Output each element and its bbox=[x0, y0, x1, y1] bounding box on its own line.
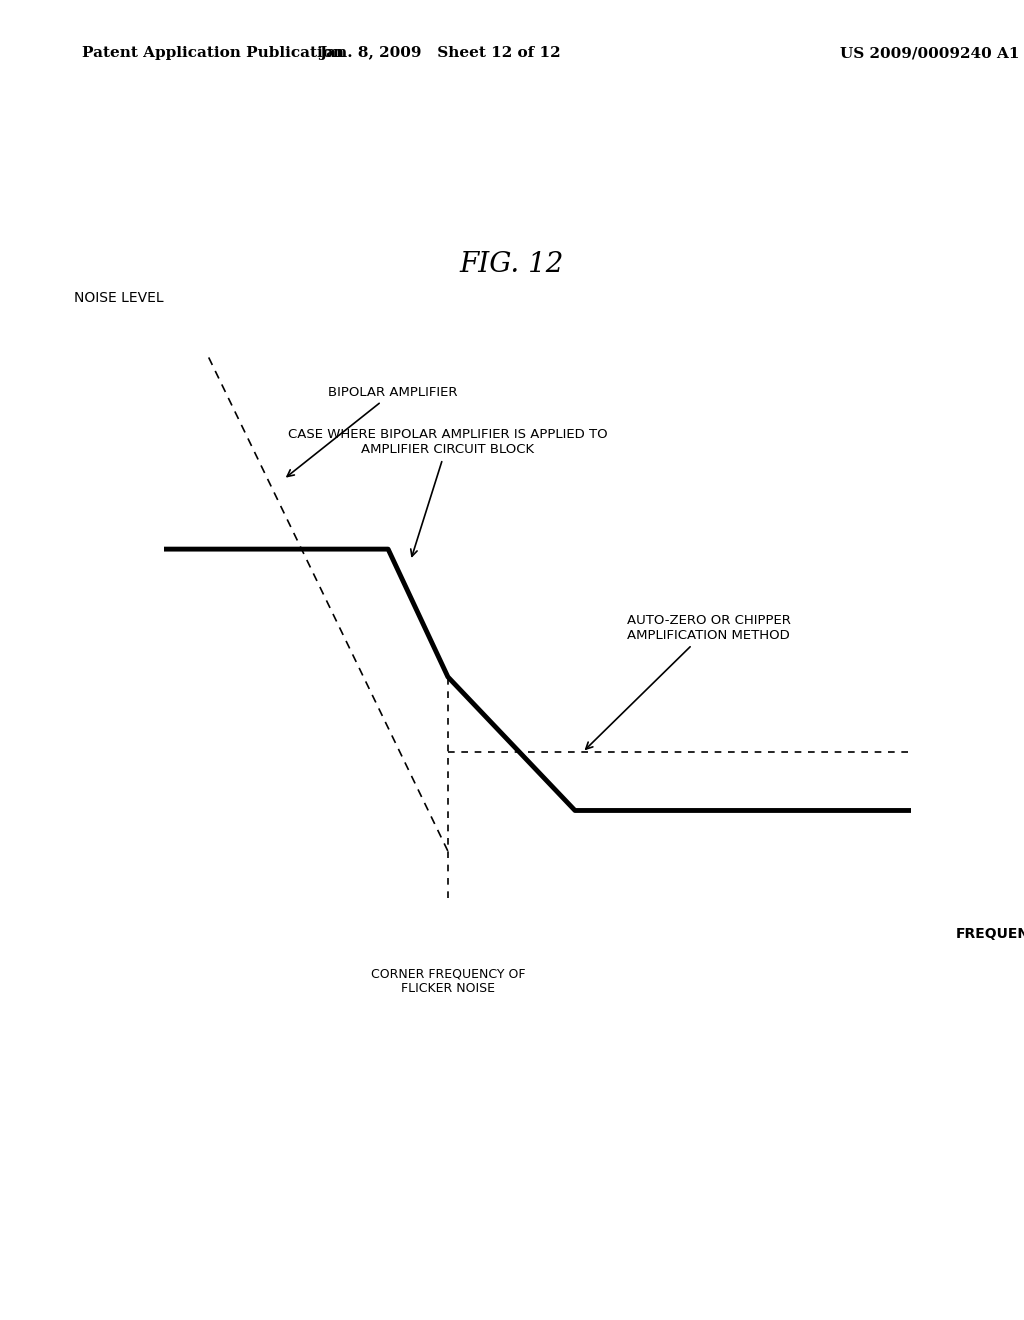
Text: BIPOLAR AMPLIFIER: BIPOLAR AMPLIFIER bbox=[287, 385, 458, 477]
Text: AUTO-ZERO OR CHIPPER
AMPLIFICATION METHOD: AUTO-ZERO OR CHIPPER AMPLIFICATION METHO… bbox=[586, 614, 792, 750]
Text: US 2009/0009240 A1: US 2009/0009240 A1 bbox=[840, 46, 1019, 61]
Text: FIG. 12: FIG. 12 bbox=[460, 251, 564, 277]
Text: FREQUENCY: FREQUENCY bbox=[956, 927, 1024, 941]
Text: Jan. 8, 2009   Sheet 12 of 12: Jan. 8, 2009 Sheet 12 of 12 bbox=[319, 46, 561, 61]
Text: CASE WHERE BIPOLAR AMPLIFIER IS APPLIED TO
AMPLIFIER CIRCUIT BLOCK: CASE WHERE BIPOLAR AMPLIFIER IS APPLIED … bbox=[288, 428, 607, 556]
Text: Patent Application Publication: Patent Application Publication bbox=[82, 46, 344, 61]
Text: NOISE LEVEL: NOISE LEVEL bbox=[74, 292, 164, 305]
Text: CORNER FREQUENCY OF
FLICKER NOISE: CORNER FREQUENCY OF FLICKER NOISE bbox=[371, 968, 525, 995]
